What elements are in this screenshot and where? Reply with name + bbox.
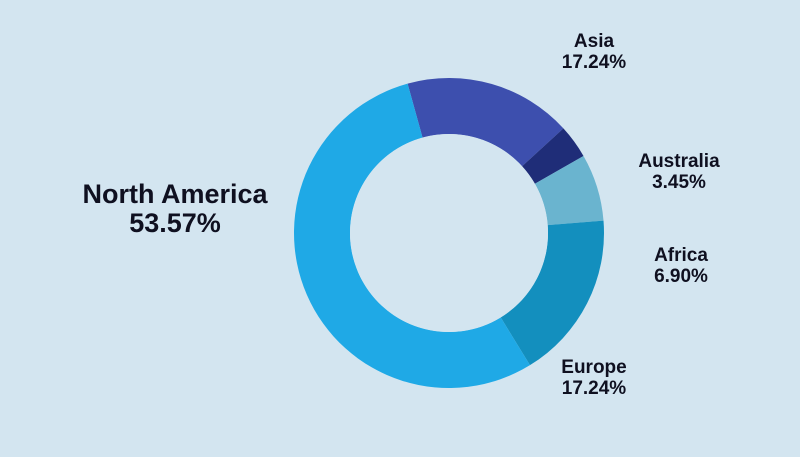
slice-north-america — [294, 83, 530, 389]
slice-asia — [407, 78, 564, 167]
label-asia: Asia 17.24% — [554, 31, 634, 74]
label-europe-percent: 17.24% — [561, 378, 627, 400]
label-asia-name: Asia — [573, 31, 615, 52]
label-north-america-name: North America — [82, 179, 268, 209]
slice-europe — [500, 220, 604, 366]
label-europe: Europe 17.24% — [548, 357, 640, 400]
label-australia-percent: 3.45% — [652, 172, 706, 194]
label-africa-name: Africa — [654, 245, 708, 266]
donut-hole — [350, 134, 548, 332]
label-africa-percent: 6.90% — [654, 266, 708, 288]
slice-group — [294, 78, 604, 389]
label-australia: Australia 3.45% — [624, 151, 734, 194]
label-australia-name: Australia — [638, 151, 720, 172]
slice-africa — [534, 155, 604, 226]
label-north-america-percent: 53.57% — [129, 208, 221, 239]
label-africa: Africa 6.90% — [636, 245, 726, 288]
label-europe-name: Europe — [561, 357, 627, 378]
label-asia-percent: 17.24% — [561, 52, 627, 74]
slice-australia — [522, 128, 584, 184]
label-north-america: North America 53.57% — [60, 179, 290, 239]
